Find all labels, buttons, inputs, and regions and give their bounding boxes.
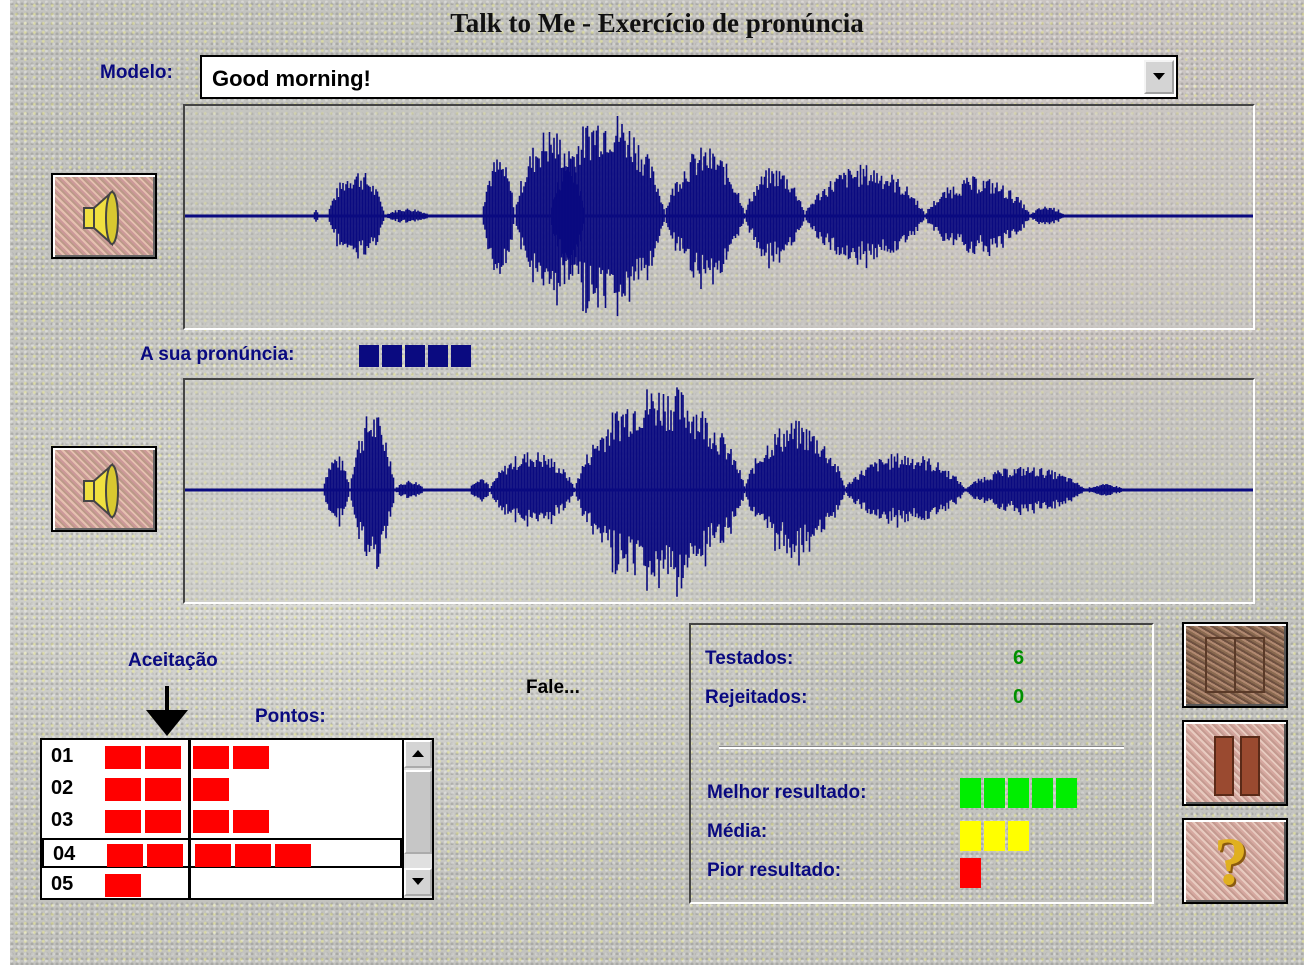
model-select[interactable]: Good morning! [200, 55, 1178, 99]
best-result-label: Melhor resultado: [707, 782, 867, 803]
attempt-score-block [105, 810, 141, 833]
attempt-score-block [193, 746, 229, 769]
record-icon [1205, 637, 1265, 693]
best-result-block [1056, 778, 1077, 808]
worst-result-block [960, 858, 981, 888]
statistics-panel: Testados: 6 Rejeitados: 0 Melhor resulta… [689, 623, 1154, 904]
attempt-row[interactable]: 05 [42, 870, 402, 900]
rejected-value: 0 [1013, 686, 1025, 708]
attempt-score-block [235, 844, 271, 867]
average-label: Média: [707, 821, 768, 842]
attempt-score-block [233, 810, 269, 833]
dropdown-arrow-icon[interactable] [1144, 60, 1174, 94]
acceptance-arrow-head[interactable] [146, 710, 188, 736]
help-button[interactable]: ? [1182, 818, 1288, 904]
speaker-icon [83, 462, 119, 520]
average-block [984, 821, 1005, 851]
tested-label: Testados: [705, 648, 794, 669]
points-label: Pontos: [255, 706, 326, 727]
attempt-score-block [193, 778, 229, 801]
pause-button[interactable] [1182, 720, 1288, 806]
question-mark-icon: ? [1214, 823, 1248, 899]
stats-divider [719, 746, 1124, 749]
pronunciation-score [359, 345, 471, 367]
best-result-block [1032, 778, 1053, 808]
model-waveform [183, 104, 1255, 330]
attempt-number: 04 [53, 843, 76, 865]
pronunciation-score-block [382, 345, 402, 367]
pronunciation-score-block [428, 345, 448, 367]
attempt-number: 05 [51, 873, 74, 895]
average-block [1008, 821, 1029, 851]
scroll-down-icon[interactable] [404, 868, 432, 896]
worst-result-label: Pior resultado: [707, 860, 842, 881]
scroll-thumb[interactable] [404, 770, 432, 854]
attempt-row[interactable]: 04 [42, 838, 402, 868]
record-button[interactable] [1182, 622, 1288, 708]
recording-waveform [183, 378, 1255, 604]
tested-value: 6 [1013, 647, 1025, 669]
worst-result-bar [960, 858, 981, 888]
pronunciation-score-block [451, 345, 471, 367]
attempt-row[interactable]: 03 [42, 806, 402, 836]
attempt-score-block [105, 778, 141, 801]
attempt-score-block [147, 844, 183, 867]
play-model-button[interactable] [51, 173, 157, 259]
rejected-label: Rejeitados: [705, 687, 808, 708]
attempt-number: 02 [51, 777, 74, 799]
pronunciation-score-block [405, 345, 425, 367]
attempt-score-block [275, 844, 311, 867]
attempt-score-block [233, 746, 269, 769]
attempt-score-block [145, 778, 181, 801]
attempt-score-block [105, 746, 141, 769]
attempt-number: 01 [51, 745, 74, 767]
acceptance-threshold-line [188, 740, 191, 898]
list-scrollbar[interactable] [402, 740, 432, 898]
attempt-row[interactable]: 02 [42, 774, 402, 804]
average-block [960, 821, 981, 851]
acceptance-arrow-icon[interactable] [165, 686, 169, 712]
model-select-value: Good morning! [212, 66, 371, 91]
attempt-number: 03 [51, 809, 74, 831]
attempt-score-block [145, 746, 181, 769]
model-waveform-graph [185, 115, 1253, 317]
attempt-score-block [145, 810, 181, 833]
status-prompt: Fale... [526, 677, 580, 698]
best-result-block [1008, 778, 1029, 808]
speaker-icon [83, 189, 119, 247]
recording-waveform-graph [185, 387, 1253, 597]
play-recording-button[interactable] [51, 446, 157, 532]
average-bar [960, 821, 1029, 851]
best-result-block [984, 778, 1005, 808]
attempt-score-block [195, 844, 231, 867]
attempt-score-block [105, 874, 141, 897]
pronunciation-label: A sua pronúncia: [140, 344, 295, 365]
attempt-score-block [107, 844, 143, 867]
attempts-list[interactable]: 05 04 03 02 01 [40, 738, 434, 900]
window-title: Talk to Me - Exercício de pronúncia [450, 8, 864, 38]
best-result-block [960, 778, 981, 808]
best-result-bar [960, 778, 1077, 808]
model-label: Modelo: [100, 62, 173, 83]
scroll-up-icon[interactable] [404, 740, 432, 768]
acceptance-label: Aceitação [128, 650, 218, 671]
attempt-row[interactable]: 01 [42, 742, 402, 772]
pronunciation-score-block [359, 345, 379, 367]
attempt-score-block [193, 810, 229, 833]
